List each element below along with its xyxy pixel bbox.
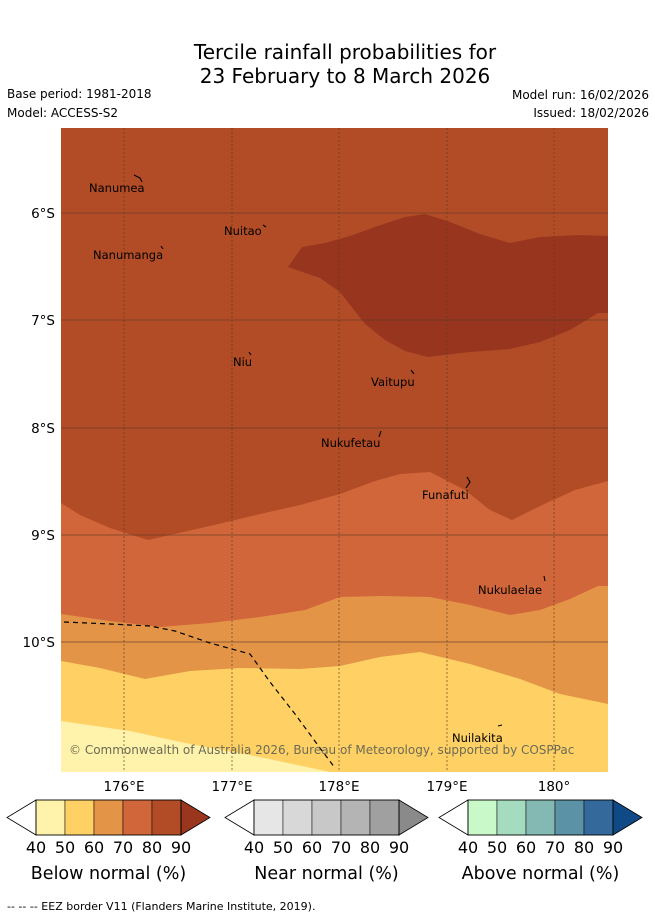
colorbar-0: 40 50 60 70 80 90 Below normal (%) bbox=[6, 799, 211, 884]
lon-label: 177°E bbox=[211, 779, 252, 795]
colorbar-caption: Below normal (%) bbox=[31, 864, 186, 884]
probability-bands bbox=[61, 128, 608, 772]
place-label: Vaitupu bbox=[371, 375, 415, 389]
islands bbox=[133, 174, 546, 727]
model-run-date: Model run: 16/02/2026 bbox=[511, 88, 649, 102]
colorbar-outline bbox=[253, 799, 400, 836]
lon-label: 179°E bbox=[426, 779, 467, 795]
place-label: Nanumanga bbox=[93, 248, 163, 262]
colorbar-legends: 40 50 60 70 80 90 Below normal (%) 40 50 60 70 80 90… bbox=[6, 799, 643, 884]
colorbar-tick-label: 90 bbox=[389, 838, 409, 857]
colorbar-under-triangle bbox=[224, 799, 255, 836]
colorbar-tick-label: 80 bbox=[142, 838, 162, 857]
colorbar-tick-label: 90 bbox=[603, 838, 623, 857]
colorbar-outline bbox=[467, 799, 614, 836]
colorbar-tick-label: 40 bbox=[244, 838, 264, 857]
colorbar-tick-label: 70 bbox=[331, 838, 351, 857]
eez-footnote: -- -- -- EEZ border V11 (Flanders Marine… bbox=[7, 900, 316, 913]
colorbar-tick-label: 60 bbox=[302, 838, 322, 857]
place-label: Niu bbox=[233, 355, 252, 369]
colorbar-segment bbox=[496, 799, 527, 836]
colorbar-under-triangle bbox=[6, 799, 37, 836]
colorbar-tick-label: 50 bbox=[273, 838, 293, 857]
colorbar-2: 40 50 60 70 80 90 Above normal (%) bbox=[438, 799, 643, 884]
colorbar-segment bbox=[369, 799, 400, 836]
colorbar-tick-label: 60 bbox=[516, 838, 536, 857]
lat-label: 9°S bbox=[31, 528, 55, 544]
place-label: Nukulaelae bbox=[478, 583, 542, 597]
eez-border bbox=[63, 621, 336, 769]
colorbar-segment bbox=[282, 799, 313, 836]
colorbar-segment bbox=[583, 799, 614, 836]
place-label: Nanumea bbox=[89, 181, 145, 195]
colorbar-tick-label: 70 bbox=[113, 838, 133, 857]
place-label: Funafuti bbox=[422, 488, 469, 502]
colorbar-segment bbox=[122, 799, 153, 836]
place-label: Nukufetau bbox=[321, 436, 380, 450]
base-period: Base period: 1981-2018 bbox=[7, 87, 152, 101]
map-title-line2: 23 February to 8 March 2026 bbox=[199, 64, 491, 88]
colorbar-tick-label: 50 bbox=[487, 838, 507, 857]
lat-label: 6°S bbox=[31, 206, 55, 222]
colorbar-tick-label: 60 bbox=[84, 838, 104, 857]
colorbar-1: 40 50 60 70 80 90 Near normal (%) bbox=[224, 799, 429, 884]
colorbar-under-triangle bbox=[438, 799, 469, 836]
lon-label: 176°E bbox=[103, 779, 144, 795]
copyright-notice: © Commonwealth of Australia 2026, Bureau… bbox=[69, 743, 574, 757]
colorbar-tick-label: 70 bbox=[545, 838, 565, 857]
colorbar-tick-label: 90 bbox=[171, 838, 191, 857]
colorbar-over-triangle bbox=[180, 799, 211, 836]
place-label: Nuilakita bbox=[452, 731, 503, 745]
lon-label: 178°E bbox=[318, 779, 359, 795]
colorbar-tick-label: 50 bbox=[55, 838, 75, 857]
colorbar-segment bbox=[340, 799, 371, 836]
colorbar-tick-label: 40 bbox=[26, 838, 46, 857]
colorbar-over-triangle bbox=[612, 799, 643, 836]
colorbar-caption: Near normal (%) bbox=[254, 864, 399, 884]
map-title-line1: Tercile rainfall probabilities for bbox=[193, 40, 497, 64]
colorbar-segment bbox=[93, 799, 124, 836]
band-90 bbox=[288, 214, 608, 357]
colorbar-segment bbox=[35, 799, 66, 836]
lat-label: 7°S bbox=[31, 313, 55, 329]
colorbar-segment bbox=[525, 799, 556, 836]
colorbar-segment bbox=[151, 799, 182, 836]
lat-label: 8°S bbox=[31, 421, 55, 437]
colorbar-tick-label: 80 bbox=[360, 838, 380, 857]
graticule bbox=[123, 128, 555, 772]
colorbar-tick-label: 40 bbox=[458, 838, 478, 857]
lon-label: 180° bbox=[538, 779, 571, 795]
colorbar-segment bbox=[311, 799, 342, 836]
model-name: Model: ACCESS-S2 bbox=[7, 106, 119, 120]
colorbar-outline bbox=[35, 799, 182, 836]
colorbar-over-triangle bbox=[398, 799, 429, 836]
colorbar-segment bbox=[64, 799, 95, 836]
colorbar-caption: Above normal (%) bbox=[462, 864, 620, 884]
colorbar-segment bbox=[554, 799, 585, 836]
place-label: Nuitao bbox=[224, 224, 262, 238]
colorbar-segment bbox=[253, 799, 284, 836]
issued-date: Issued: 18/02/2026 bbox=[533, 106, 649, 120]
colorbar-segment bbox=[467, 799, 498, 836]
colorbar-tick-label: 80 bbox=[574, 838, 594, 857]
lat-label: 10°S bbox=[23, 635, 56, 651]
